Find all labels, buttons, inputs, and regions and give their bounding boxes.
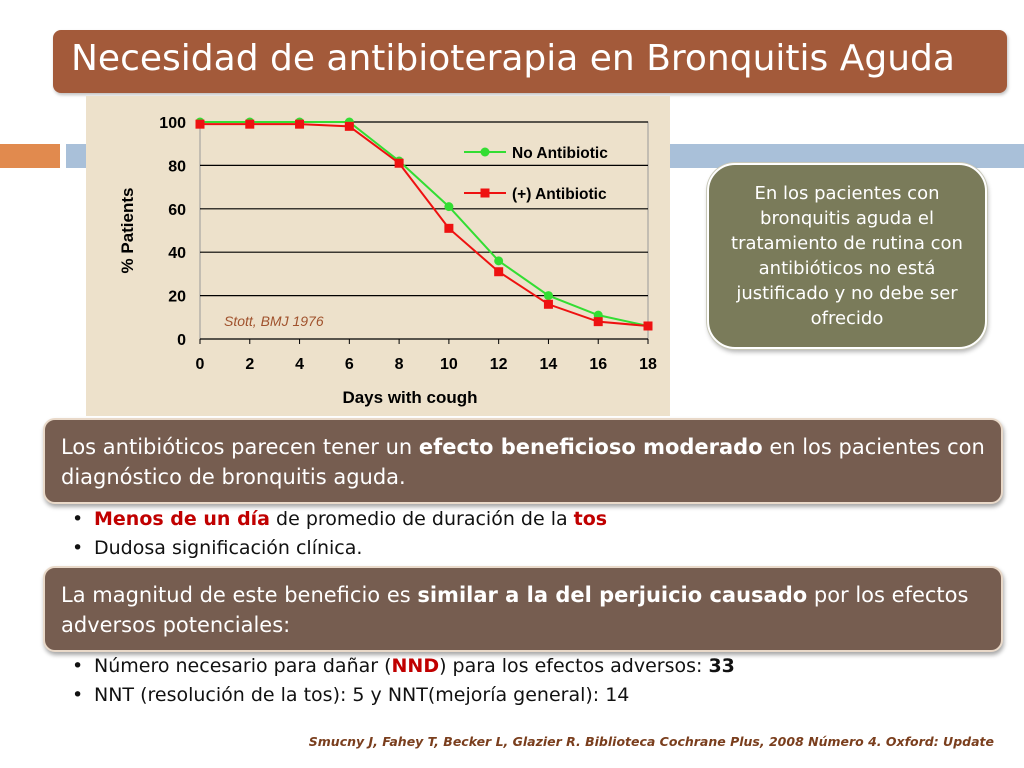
box2-emphasis: similar a la del perjuicio causado xyxy=(417,583,808,607)
x-tick-label: 6 xyxy=(345,356,354,373)
y-tick-label: 60 xyxy=(168,202,186,219)
x-tick-label: 18 xyxy=(639,356,657,373)
data-point xyxy=(494,267,504,277)
title-bar: Necesidad de antibioterapia en Bronquiti… xyxy=(53,30,1007,93)
list-item: • NNT (resolución de la tos): 5 y NNT(mej… xyxy=(72,681,735,710)
legend-background xyxy=(458,182,638,204)
bullet-list-2: • Número necesario para dañar (NND) para … xyxy=(72,652,735,710)
list-item: • Dudosa significación clínica. xyxy=(72,534,607,563)
data-point xyxy=(444,223,454,233)
data-point xyxy=(295,119,305,129)
bullet-red-text-2: tos xyxy=(573,508,608,530)
chart-panel: 0 20 40 60 80 100 0 2 4 6 8 10 12 14 16 18 Days with cou… xyxy=(86,96,670,416)
data-point xyxy=(543,299,553,309)
data-point xyxy=(344,121,354,131)
box1-text-start: Los antibióticos parecen tener un xyxy=(61,435,419,459)
data-point xyxy=(195,119,205,129)
series-line-0 xyxy=(200,121,649,327)
x-tick-label: 2 xyxy=(245,356,254,373)
y-tick-label: 100 xyxy=(159,115,186,132)
bullet-icon: • xyxy=(72,537,84,559)
data-point xyxy=(593,317,603,327)
finding-box-1: Los antibióticos parecen tener un efecto… xyxy=(43,418,1003,504)
bullet-red-text: Menos de un día xyxy=(94,508,271,530)
y-tick-label: 20 xyxy=(168,289,186,306)
data-point xyxy=(643,321,653,331)
data-point xyxy=(245,119,255,129)
x-axis-label: Days with cough xyxy=(342,388,477,407)
y-tick-label: 0 xyxy=(177,332,186,349)
bullet-text: de promedio de duración de la xyxy=(270,508,574,530)
callout-text: En los pacientes con bronquitis aguda el… xyxy=(731,183,963,329)
x-tick-label: 16 xyxy=(589,356,607,373)
box2-text-start: La magnitud de este beneficio es xyxy=(61,583,418,607)
y-tick-label: 40 xyxy=(168,245,186,262)
legend-label: (+) Antibiotic xyxy=(512,186,607,203)
series-line-1 xyxy=(200,123,649,327)
citation: Smucny J, Fahey T, Becker L, Glazier R. … xyxy=(308,734,994,749)
slide-title: Necesidad de antibioterapia en Bronquiti… xyxy=(71,38,955,79)
bullet-text: NNT (resolución de la tos): 5 y NNT(mejo… xyxy=(94,684,630,706)
legend-marker xyxy=(480,188,490,198)
finding-box-2: La magnitud de este beneficio es similar… xyxy=(43,566,1003,652)
bullet-icon: • xyxy=(72,508,84,530)
box1-text-end: en los pacientes con diagnóstico de bron… xyxy=(61,435,985,489)
x-tick-label: 0 xyxy=(196,356,205,373)
data-point xyxy=(494,256,504,266)
legend-label: No Antibiotic xyxy=(512,145,608,162)
x-tick-label: 12 xyxy=(490,356,508,373)
y-tick-label: 80 xyxy=(168,158,186,175)
box2-text-end: por los efectos adversos potenciales: xyxy=(61,583,969,637)
bullet-red-text: NND xyxy=(391,655,440,677)
bullet-icon: • xyxy=(72,655,84,677)
bullet-text-2: ) para los efectos adversos: xyxy=(439,655,709,677)
bullet-text: Dudosa significación clínica. xyxy=(94,537,363,559)
callout-box: En los pacientes con bronquitis aguda el… xyxy=(707,163,987,349)
source-annotation: Stott, BMJ 1976 xyxy=(224,313,324,329)
list-item: • Número necesario para dañar (NND) para … xyxy=(72,652,735,681)
bullet-icon: • xyxy=(72,684,84,706)
bullet-list-1: • Menos de un día de promedio de duración… xyxy=(72,505,607,563)
line-chart: 0 20 40 60 80 100 0 2 4 6 8 10 12 14 16 18 Days with cou… xyxy=(118,115,657,407)
x-tick-label: 10 xyxy=(440,356,458,373)
x-tick-label: 8 xyxy=(395,356,404,373)
data-point xyxy=(444,202,454,212)
x-tick-label: 14 xyxy=(540,356,558,373)
data-point xyxy=(543,291,553,301)
y-axis-label: % Patients xyxy=(118,188,137,274)
bullet-number: 33 xyxy=(708,655,735,677)
list-item: • Menos de un día de promedio de duración… xyxy=(72,505,607,534)
bullet-text: Número necesario para dañar ( xyxy=(94,655,392,677)
legend-background xyxy=(458,141,638,163)
legend-marker xyxy=(480,147,490,157)
data-point xyxy=(394,158,404,168)
accent-bar-left xyxy=(0,144,60,168)
accent-bar-small xyxy=(66,144,86,168)
x-tick-label: 4 xyxy=(295,356,304,373)
box1-emphasis: efecto beneficioso moderado xyxy=(418,435,763,459)
